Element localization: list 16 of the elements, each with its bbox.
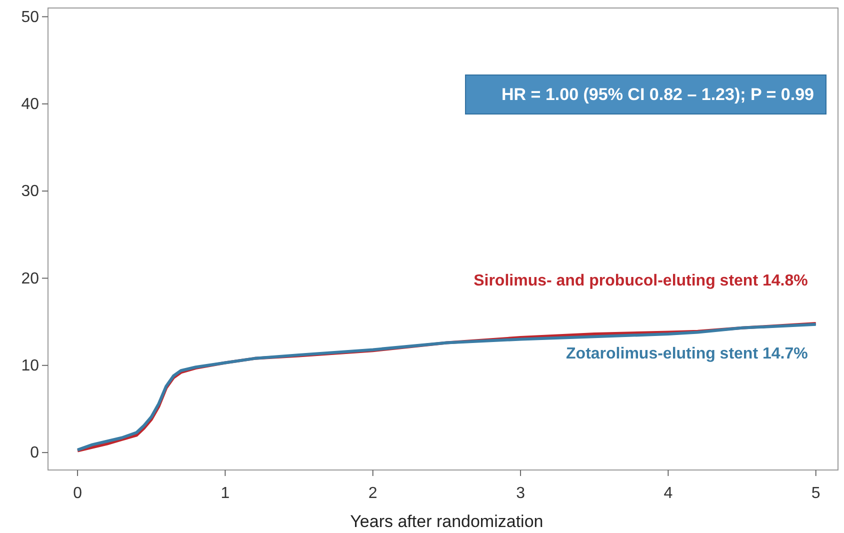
- y-tick-label: 50: [21, 8, 40, 26]
- x-tick-label: 1: [220, 485, 230, 502]
- y-tick-label: 40: [21, 96, 40, 114]
- x-tick-label: 2: [368, 485, 378, 502]
- annotation: HR = 1.00 (95% CI 0.82 – 1.23); P = 0.99: [502, 85, 814, 104]
- x-axis-title: Years after randomization: [350, 512, 544, 531]
- x-tick-label: 3: [516, 485, 526, 502]
- x-tick-label: 4: [664, 485, 673, 502]
- y-tick-label: 0: [30, 444, 40, 462]
- y-tick-label: 20: [21, 270, 40, 288]
- series-label: Zotarolimus-eluting stent 14.7%: [566, 345, 808, 362]
- y-tick-label: 30: [21, 183, 40, 200]
- text: Sirolimus- and probucol-eluting stent 14.8%: [474, 272, 808, 290]
- x-tick-label: 5: [811, 485, 820, 502]
- x-tick-label: 0: [73, 485, 82, 502]
- y-tick-label: 10: [21, 358, 40, 375]
